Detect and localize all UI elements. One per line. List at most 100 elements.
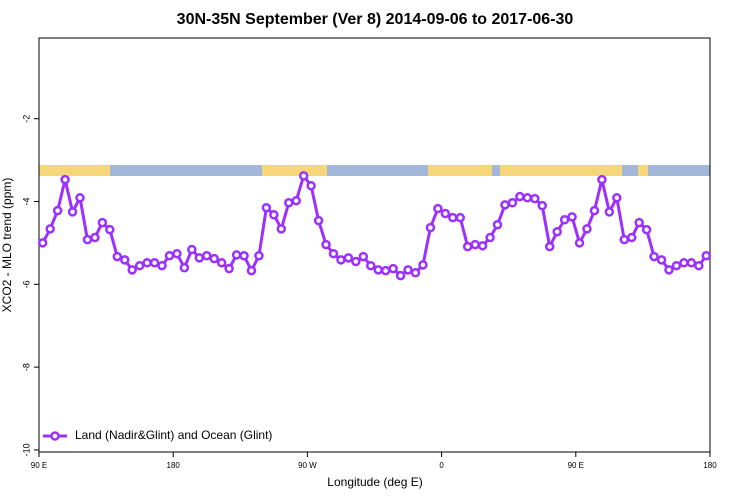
point bbox=[164, 251, 175, 261]
point bbox=[60, 174, 70, 185]
point bbox=[612, 193, 622, 203]
point bbox=[410, 267, 421, 278]
chart-title: 30N-35N September (Ver 8) 2014-09-06 to … bbox=[177, 11, 574, 28]
point bbox=[343, 253, 354, 263]
point bbox=[97, 217, 108, 228]
point bbox=[500, 200, 510, 210]
point bbox=[112, 251, 123, 262]
point bbox=[254, 251, 264, 261]
y-tick-label: -2 bbox=[21, 115, 31, 123]
point bbox=[246, 265, 257, 276]
point bbox=[328, 248, 339, 259]
point bbox=[127, 265, 137, 275]
point bbox=[462, 241, 473, 252]
series-line bbox=[41, 174, 708, 278]
point bbox=[380, 265, 391, 276]
x-tick-label: 180 bbox=[167, 461, 181, 470]
point bbox=[216, 258, 227, 268]
y-tick-label: -6 bbox=[21, 280, 31, 288]
point bbox=[261, 202, 272, 213]
legend-marker bbox=[50, 431, 60, 441]
point bbox=[321, 239, 331, 250]
point bbox=[470, 239, 480, 250]
point bbox=[209, 253, 219, 264]
point bbox=[574, 238, 585, 248]
point bbox=[313, 215, 324, 226]
point bbox=[179, 263, 190, 273]
point bbox=[679, 258, 689, 268]
point bbox=[37, 238, 48, 248]
point bbox=[239, 251, 249, 261]
point bbox=[507, 198, 518, 208]
point bbox=[134, 260, 145, 271]
point bbox=[202, 251, 212, 261]
point bbox=[187, 244, 197, 255]
point bbox=[395, 270, 406, 281]
point bbox=[67, 207, 78, 217]
x-tick-label: 90 E bbox=[31, 461, 47, 470]
point bbox=[90, 232, 100, 243]
point bbox=[358, 251, 369, 262]
point bbox=[641, 224, 652, 235]
point bbox=[664, 265, 674, 275]
point bbox=[522, 193, 533, 203]
point bbox=[515, 191, 525, 202]
point bbox=[537, 200, 547, 211]
x-tick-label: 90 W bbox=[298, 461, 317, 470]
point bbox=[269, 210, 279, 220]
y-tick-label: -4 bbox=[21, 198, 31, 206]
y-tick-label: -10 bbox=[21, 443, 31, 456]
point bbox=[388, 263, 398, 274]
point bbox=[336, 255, 346, 265]
y-tick-label: -8 bbox=[21, 363, 31, 371]
point bbox=[149, 258, 160, 268]
point bbox=[656, 255, 667, 265]
point bbox=[157, 260, 167, 271]
point bbox=[231, 250, 242, 260]
point bbox=[694, 260, 704, 271]
point bbox=[351, 256, 361, 267]
point bbox=[589, 205, 600, 216]
point bbox=[530, 193, 540, 204]
point bbox=[45, 224, 55, 234]
point bbox=[649, 251, 659, 262]
point bbox=[224, 263, 234, 274]
point bbox=[306, 181, 316, 191]
point bbox=[105, 224, 115, 235]
x-tick-label: 90 E bbox=[568, 461, 584, 470]
point bbox=[477, 241, 488, 251]
point bbox=[119, 255, 130, 265]
point bbox=[142, 258, 152, 268]
point bbox=[194, 253, 205, 263]
point bbox=[455, 212, 465, 223]
point bbox=[291, 195, 301, 206]
x-tick-label: 180 bbox=[703, 461, 717, 470]
point bbox=[448, 212, 458, 223]
y-axis-label: XCO2 - MLO trend (ppm) bbox=[0, 178, 14, 313]
point bbox=[276, 224, 287, 234]
point bbox=[686, 258, 697, 268]
point bbox=[52, 205, 63, 216]
point bbox=[552, 227, 562, 237]
x-tick-label: 0 bbox=[439, 461, 444, 470]
point bbox=[582, 224, 592, 234]
point bbox=[492, 219, 503, 230]
point bbox=[284, 198, 294, 208]
point bbox=[82, 234, 93, 245]
point bbox=[597, 174, 607, 185]
point bbox=[485, 232, 495, 243]
point bbox=[671, 260, 682, 271]
point bbox=[403, 265, 413, 275]
point bbox=[366, 260, 376, 271]
point bbox=[619, 234, 630, 245]
point bbox=[626, 232, 637, 243]
x-axis-label: Longitude (deg E) bbox=[327, 475, 422, 489]
point bbox=[298, 171, 309, 181]
land-ocean-band bbox=[39, 165, 710, 176]
point bbox=[418, 260, 428, 270]
point bbox=[634, 217, 644, 228]
point bbox=[559, 214, 570, 225]
point bbox=[433, 203, 443, 214]
point bbox=[425, 222, 436, 233]
